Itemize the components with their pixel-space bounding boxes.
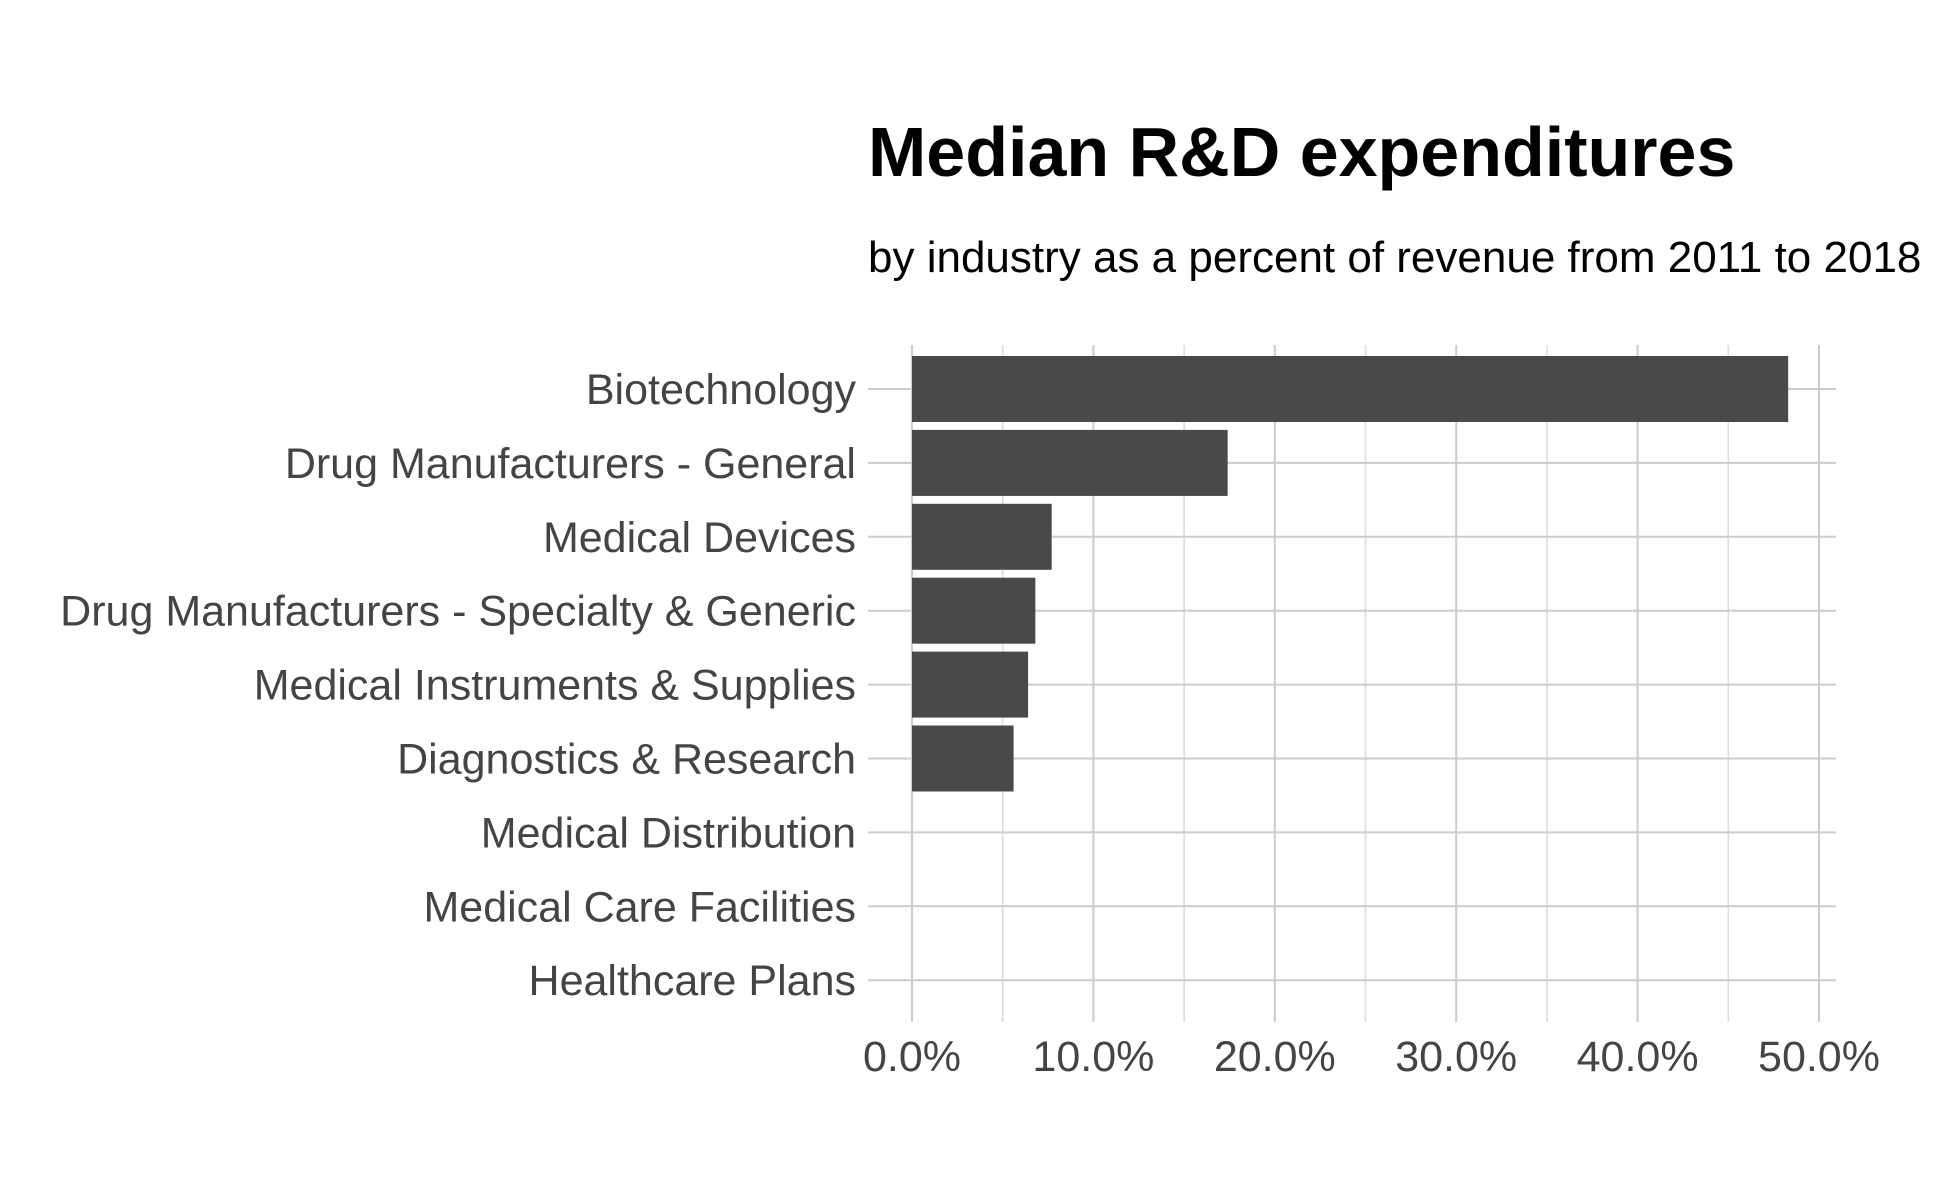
category-label: Medical Instruments & Supplies xyxy=(254,662,856,710)
bar xyxy=(912,651,1029,718)
x-axis-ticks: 0.0% 10.0% 20.0% 30.0% 40.0% 50.0% xyxy=(863,1033,1880,1081)
category-label: Diagnostics & Research xyxy=(397,736,856,784)
bar xyxy=(912,577,1036,644)
bar xyxy=(912,356,1789,422)
x-tick-label: 50.0% xyxy=(1758,1033,1880,1081)
category-label: Biotechnology xyxy=(586,366,857,414)
category-label: Drug Manufacturers - Specialty & Generic xyxy=(60,588,856,636)
category-label: Medical Care Facilities xyxy=(423,883,856,931)
bar xyxy=(912,725,1014,792)
x-tick-label: 20.0% xyxy=(1214,1033,1336,1081)
bar xyxy=(912,503,1052,570)
category-label: Drug Manufacturers - General xyxy=(285,440,856,488)
category-label: Healthcare Plans xyxy=(529,957,856,1005)
x-tick-label: 40.0% xyxy=(1577,1033,1699,1081)
category-labels: Biotechnology Drug Manufacturers - Genera… xyxy=(60,366,856,1005)
x-tick-label: 0.0% xyxy=(863,1033,961,1081)
chart-title: Median R&D expenditures xyxy=(868,113,1735,191)
x-tick-label: 10.0% xyxy=(1032,1033,1154,1081)
bar xyxy=(912,429,1228,496)
category-label: Medical Devices xyxy=(543,514,856,562)
bars xyxy=(912,356,1789,792)
x-tick-label: 30.0% xyxy=(1395,1033,1517,1081)
category-label: Medical Distribution xyxy=(481,809,856,857)
chart-subtitle: by industry as a percent of revenue from… xyxy=(868,233,1921,282)
